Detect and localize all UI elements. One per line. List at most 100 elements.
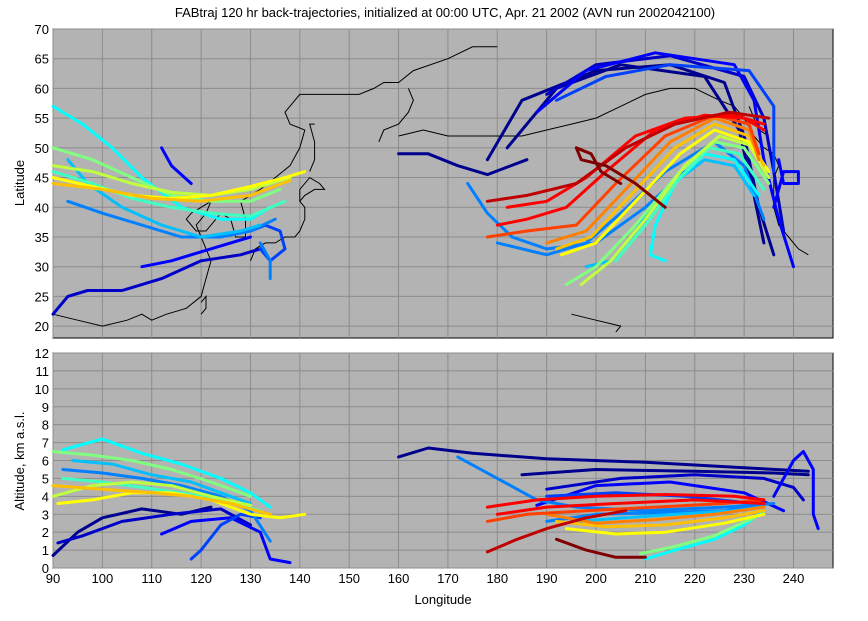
map-y-tick-label: 50 bbox=[35, 141, 49, 156]
map-trajectory-line bbox=[579, 134, 771, 286]
altitude-trajectory-line bbox=[51, 450, 252, 498]
map-y-tick-label: 60 bbox=[35, 81, 49, 96]
x-tick-label: 190 bbox=[536, 571, 558, 586]
altitude-trajectory-line bbox=[61, 437, 272, 509]
x-tick-label: 220 bbox=[684, 571, 706, 586]
altitude-trajectory-line bbox=[639, 516, 756, 556]
map-trajectory-line bbox=[485, 110, 771, 203]
x-tick-label: 180 bbox=[486, 571, 508, 586]
chart-title: FABtraj 120 hr back-trajectories, initia… bbox=[175, 5, 715, 20]
map-panel: 20 25 30 35 40 45 50 55 60 65 70 Latitude bbox=[12, 22, 834, 339]
altitude-trajectory-line bbox=[56, 507, 252, 545]
map-trajectory-line bbox=[574, 146, 667, 209]
map-y-tick-labels: 20 25 30 35 40 45 50 55 60 65 70 bbox=[35, 22, 49, 334]
x-tick-label: 110 bbox=[141, 571, 162, 586]
map-y-tick-label: 40 bbox=[35, 200, 49, 215]
map-trajectory-line bbox=[555, 63, 776, 174]
map-trajectories bbox=[51, 51, 800, 316]
map-trajectory-line bbox=[614, 146, 766, 263]
altitude-y-tick-label: 10 bbox=[35, 382, 49, 397]
altitude-y-tick-label: 2 bbox=[42, 525, 49, 540]
map-trajectory-line bbox=[772, 158, 800, 209]
altitude-trajectory-line bbox=[772, 450, 820, 531]
x-tick-label: 90 bbox=[46, 571, 60, 586]
coastline bbox=[378, 88, 414, 143]
map-y-tick-label: 20 bbox=[35, 319, 49, 334]
x-tick-label: 100 bbox=[92, 571, 114, 586]
map-trajectory-line bbox=[51, 170, 287, 218]
altitude-trajectory-line bbox=[495, 498, 766, 516]
coastline bbox=[200, 295, 207, 315]
x-tick-label: 240 bbox=[783, 571, 805, 586]
x-tick-label: 200 bbox=[585, 571, 607, 586]
altitude-y-tick-label: 1 bbox=[42, 543, 49, 558]
map-trajectory-line bbox=[555, 122, 766, 251]
map-y-tick-label: 30 bbox=[35, 260, 49, 275]
map-trajectory-line bbox=[51, 179, 292, 203]
x-tick-label: 150 bbox=[338, 571, 360, 586]
altitude-y-tick-label: 9 bbox=[42, 400, 49, 415]
altitude-y-tick-label: 5 bbox=[42, 471, 49, 486]
coastline bbox=[309, 123, 316, 172]
map-y-tick-label: 55 bbox=[35, 111, 49, 126]
altitude-y-tick-label: 7 bbox=[42, 436, 49, 451]
altitude-y-tick-label: 12 bbox=[35, 346, 49, 361]
altitude-trajectory-line bbox=[51, 484, 272, 516]
altitude-trajectory-line bbox=[555, 537, 647, 559]
map-trajectory-line bbox=[397, 152, 529, 177]
map-trajectory-line bbox=[66, 199, 277, 239]
map-trajectory-line bbox=[140, 235, 252, 269]
map-y-tick-label: 65 bbox=[35, 52, 49, 67]
altitude-trajectory-line bbox=[61, 468, 272, 543]
x-tick-label: 230 bbox=[733, 571, 755, 586]
altitude-trajectory-line bbox=[555, 509, 766, 529]
map-trajectory-line bbox=[51, 247, 262, 316]
altitude-trajectory-line bbox=[397, 446, 810, 473]
altitude-y-tick-label: 6 bbox=[42, 454, 49, 469]
x-tick-label: 160 bbox=[388, 571, 410, 586]
map-trajectory-line bbox=[51, 146, 282, 203]
x-tick-label: 130 bbox=[240, 571, 262, 586]
map-trajectory-line bbox=[258, 241, 272, 281]
altitude-trajectory-line bbox=[71, 459, 252, 505]
map-trajectory-line bbox=[535, 51, 795, 269]
altitude-y-axis-label: Altitude, km a.s.l. bbox=[12, 412, 27, 511]
coastline bbox=[250, 176, 326, 261]
map-trajectory-line bbox=[485, 113, 761, 239]
map-plot-background bbox=[52, 28, 834, 339]
altitude-trajectory-line bbox=[189, 512, 262, 561]
x-axis-label: Longitude bbox=[414, 592, 471, 607]
altitude-y-tick-label: 4 bbox=[42, 489, 49, 504]
map-trajectory-line bbox=[560, 128, 771, 257]
map-trajectory-line bbox=[505, 113, 766, 209]
x-tick-label: 120 bbox=[190, 571, 212, 586]
x-tick-label: 210 bbox=[635, 571, 657, 586]
altitude-y-tick-label: 0 bbox=[42, 561, 49, 576]
altitude-trajectory-line bbox=[564, 512, 766, 536]
altitude-y-tick-label: 11 bbox=[36, 364, 50, 379]
coastline bbox=[571, 313, 622, 333]
altitude-y-tick-label: 8 bbox=[42, 418, 49, 433]
map-trajectory-line bbox=[466, 170, 687, 251]
map-trajectory-line bbox=[545, 116, 761, 245]
x-tick-label: 140 bbox=[289, 571, 311, 586]
altitude-trajectory-line bbox=[545, 473, 805, 502]
map-y-axis-label: Latitude bbox=[12, 160, 27, 206]
map-trajectory-line bbox=[51, 164, 292, 197]
x-tick-label: 170 bbox=[437, 571, 459, 586]
altitude-y-tick-label: 3 bbox=[42, 507, 49, 522]
map-y-tick-label: 70 bbox=[35, 22, 49, 37]
altitude-trajectory-line bbox=[160, 516, 292, 565]
map-trajectory-line bbox=[160, 146, 193, 185]
altitude-trajectory-line bbox=[485, 509, 628, 554]
map-y-tick-label: 45 bbox=[35, 171, 49, 186]
altitude-trajectory-line bbox=[545, 502, 766, 523]
map-y-tick-label: 25 bbox=[35, 289, 49, 304]
altitude-trajectory-line bbox=[485, 493, 766, 509]
altitude-trajectories bbox=[51, 437, 820, 565]
map-y-tick-label: 35 bbox=[35, 230, 49, 245]
altitude-trajectory-line bbox=[456, 455, 776, 513]
